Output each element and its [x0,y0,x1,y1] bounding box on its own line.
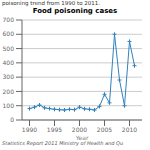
svg-text:100: 100 [8,102,14,109]
svg-text:600: 600 [8,30,14,37]
svg-text:1990: 1990 [22,126,37,133]
svg-text:0: 0 [10,116,14,123]
html-text:Statistics Report 2011 Ministr: Statistics Report 2011 Ministry of Healt… [2,140,124,146]
html-text:poisoning trend from 1990 to 2: poisoning trend from 1990 to 2011. [2,0,101,6]
svg-text:2010: 2010 [122,126,137,133]
svg-text:200: 200 [8,88,14,95]
svg-text:400: 400 [8,59,14,66]
html-text:Food poisoning cases: Food poisoning cases [32,7,118,15]
svg-text:700: 700 [8,16,14,23]
svg-text:300: 300 [8,73,14,80]
svg-text:2000: 2000 [72,126,87,133]
svg-text:Year: Year [75,134,89,140]
svg-text:2005: 2005 [97,126,112,133]
svg-text:500: 500 [8,45,14,52]
svg-text:1995: 1995 [47,126,62,133]
